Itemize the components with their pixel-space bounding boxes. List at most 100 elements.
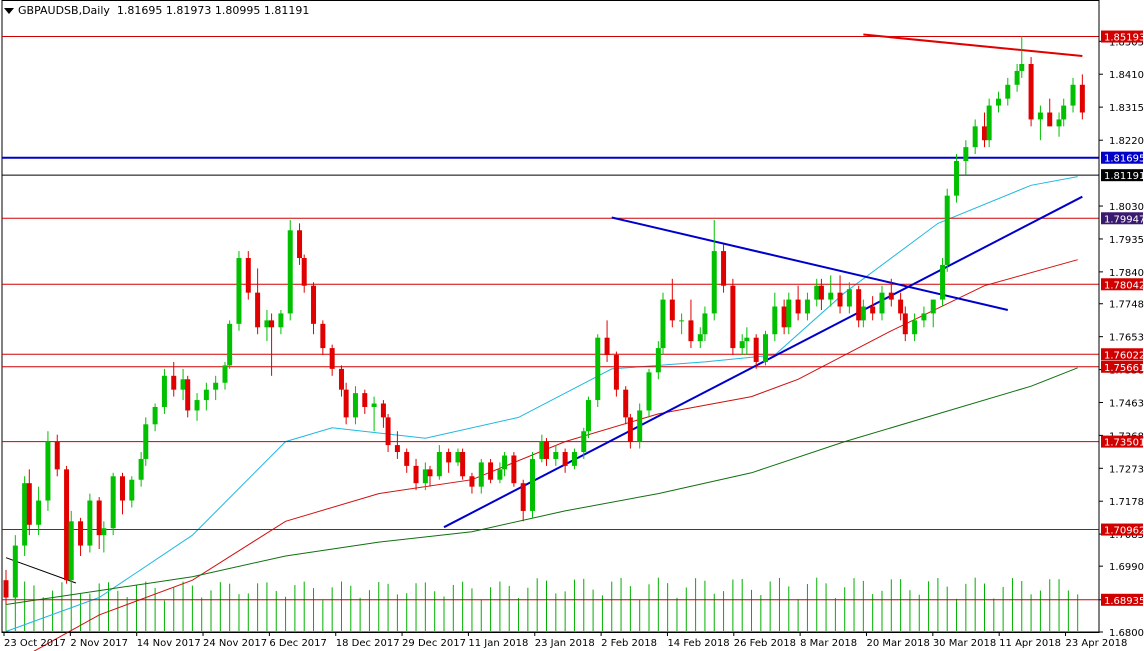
y-tick-label: 1.74630 [1109,398,1144,409]
y-tick-label: 1.70830 [1109,530,1144,541]
candle-body [180,379,186,390]
x-tick-label: 23 Oct 2017 [4,638,66,649]
candle-body [655,348,661,373]
candle-body [902,313,908,335]
chart-ohlc: 1.81695 1.81973 1.80995 1.81191 [116,4,310,17]
candle-body [87,500,93,546]
candle-body [530,458,536,511]
candle-body [511,455,517,484]
candle-body [119,476,125,501]
candle-body [846,289,852,307]
candle-body [818,285,824,300]
candle-body [963,147,969,162]
candle-body [828,292,834,300]
trendline [863,33,1083,58]
candle-body [1019,63,1025,71]
candle-body [185,379,191,411]
y-tick-label: 1.84105 [1109,70,1144,81]
candle-body [269,320,275,328]
candle-body [711,251,717,314]
candle-body [362,393,368,407]
candles [3,36,1085,605]
candle-body [646,372,652,411]
candle-body [352,393,358,418]
candle-body [152,406,158,425]
y-tick-label: 1.85055 [1109,37,1144,48]
candle-body [520,483,526,511]
candle-body [921,313,927,321]
level-label-bg [1101,151,1143,164]
candle-body [604,337,610,356]
level-label-bg [1101,593,1143,606]
candle-body [944,195,950,265]
candle-body [837,292,843,307]
candle-body [1070,84,1076,106]
candle-body [422,469,428,484]
y-tick-label: 1.83155 [1109,103,1144,114]
x-tick-label: 23 Jan 2018 [535,638,595,649]
candle-body [730,285,736,349]
level-label-bg [1101,169,1143,182]
candle-body [981,126,987,141]
candle-body [870,306,876,314]
candle-body [278,313,284,328]
level-label-bg [1101,348,1143,361]
candle-body [744,337,750,342]
level-label: 1.78042 [1104,280,1144,291]
volume-bars [5,577,1079,631]
candle-body [772,306,778,335]
candle-body [394,445,400,453]
x-tick-label: 14 Feb 2018 [667,638,729,649]
level-label: 1.81191 [1104,171,1144,182]
candle-body [930,299,936,314]
candle-body [497,469,503,480]
moving-averages [5,176,1078,651]
candle-body [739,341,745,349]
moving-average-line [5,367,1078,605]
y-tick-label: 1.82200 [1109,136,1144,147]
candle-body [679,320,685,322]
candle-body [96,500,102,536]
x-tick-label: 24 Nov 2017 [203,638,267,649]
candle-body [912,320,918,335]
candle-body [721,251,727,286]
level-label-bg [1101,30,1143,43]
candle-body [338,368,344,390]
level-label-bg [1101,212,1143,225]
candle-body [143,424,149,459]
level-label: 1.76022 [1104,350,1144,361]
candle-body [972,126,978,148]
candle-body [781,306,787,328]
candle-body [138,458,144,480]
level-label: 1.68935 [1104,596,1144,607]
y-tick-label: 1.69905 [1109,562,1144,573]
candle-body [12,545,18,598]
candle-body [954,161,960,196]
y-tick-label: 1.78400 [1109,268,1144,279]
x-tick-label: 14 Nov 2017 [137,638,201,649]
candle-body [1061,105,1067,120]
y-tick-label: 1.79350 [1109,235,1144,246]
candle-body [1047,112,1053,127]
candle-body [795,299,801,314]
candle-body [562,452,568,466]
candle-body [1056,119,1062,127]
candle-body [478,462,484,487]
x-tick-label: 18 Dec 2017 [336,638,400,649]
level-label: 1.73501 [1104,438,1144,449]
level-label: 1.85193 [1104,33,1144,44]
candle-body [753,337,759,362]
candle-body [45,441,51,501]
candle-body [1079,84,1085,113]
level-label: 1.79947 [1104,214,1144,225]
chart-title: GBPAUDSB,Daily 1.81695 1.81973 1.80995 1… [2,3,309,19]
candle-body [245,258,251,293]
candle-body [311,285,317,324]
candle-body [460,452,466,477]
candle-body [469,476,475,487]
chart-menu-icon[interactable] [4,7,14,14]
level-label-bg [1101,360,1143,373]
candle-body [1005,84,1011,99]
